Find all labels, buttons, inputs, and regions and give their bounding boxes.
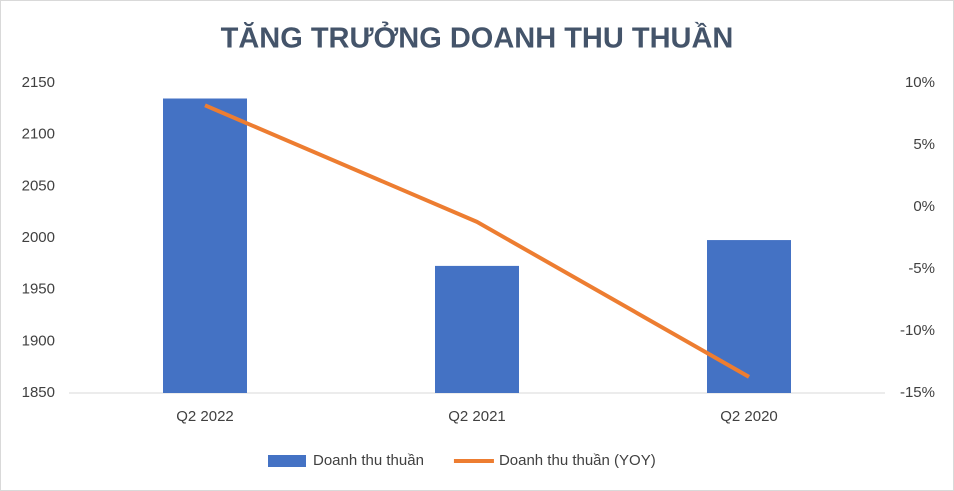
- y2-tick-label: -15%: [900, 384, 935, 401]
- y2-tick-label: 10%: [905, 74, 935, 91]
- y-tick-label: 1850: [22, 384, 55, 401]
- y-tick-label: 2100: [22, 126, 55, 143]
- y-tick-label: 2050: [22, 177, 55, 194]
- legend-label: Doanh thu thuần (YOY): [499, 452, 656, 469]
- legend-label: Doanh thu thuần: [313, 452, 424, 469]
- y-tick-label: 1950: [22, 281, 55, 298]
- bar: [707, 240, 791, 393]
- legend-swatch: [268, 455, 306, 467]
- y2-tick-label: 5%: [913, 136, 935, 153]
- bar: [435, 265, 519, 393]
- y2-tick-label: 0%: [913, 198, 935, 215]
- chart-title: TĂNG TRƯỞNG DOANH THU THUẦN: [221, 21, 734, 55]
- y2-tick-label: -10%: [900, 322, 935, 339]
- x-tick-label: Q2 2020: [720, 408, 778, 425]
- x-tick-label: Q2 2022: [176, 408, 234, 425]
- y-tick-label: 2150: [22, 74, 55, 91]
- y-tick-label: 1900: [22, 332, 55, 349]
- y-tick-label: 2000: [22, 229, 55, 246]
- bar: [163, 98, 247, 393]
- x-tick-label: Q2 2021: [448, 408, 506, 425]
- line: [204, 103, 750, 379]
- y2-tick-label: -5%: [908, 260, 935, 277]
